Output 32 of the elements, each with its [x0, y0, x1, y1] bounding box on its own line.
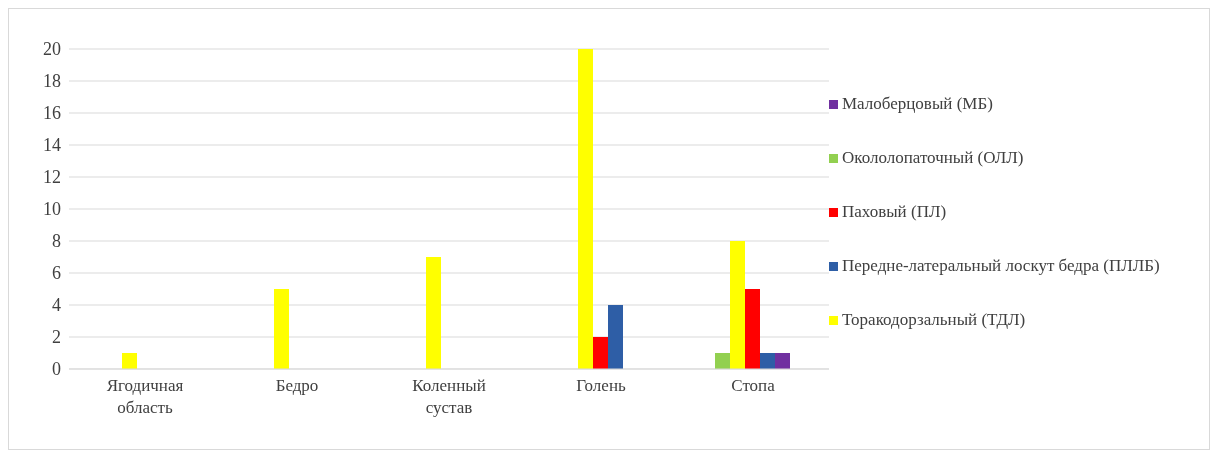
- legend-label: Передне-латеральный лоскут бедра (ПЛЛБ): [842, 256, 1160, 276]
- legend-label: Паховый (ПЛ): [842, 202, 947, 222]
- bar: [745, 289, 760, 369]
- x-tick-label: Ягодичная область: [106, 376, 184, 417]
- y-tick-label: 10: [43, 199, 61, 220]
- x-tick-label: Коленный сустав: [412, 376, 486, 417]
- legend-label: Малоберцовый (МБ): [842, 94, 993, 114]
- y-tick-label: 8: [52, 231, 61, 252]
- y-tick-label: 0: [52, 359, 61, 380]
- bar: [274, 289, 289, 369]
- bar: [122, 353, 137, 369]
- bar: [608, 305, 623, 369]
- legend-label: Окололопаточный (ОЛЛ): [842, 148, 1024, 168]
- bar: [426, 257, 441, 369]
- y-tick-label: 2: [52, 327, 61, 348]
- bar: [593, 337, 608, 369]
- y-tick-label: 14: [43, 135, 61, 156]
- bar: [760, 353, 775, 369]
- y-tick-label: 16: [43, 103, 61, 124]
- x-tick-label: Бедро: [275, 376, 319, 395]
- bar: [715, 353, 730, 369]
- bar: [578, 49, 593, 369]
- legend-label: Торакодорзальный (ТДЛ): [842, 310, 1026, 330]
- y-tick-label: 18: [43, 71, 61, 92]
- y-tick-label: 20: [43, 39, 61, 60]
- y-tick-label: 6: [52, 263, 61, 284]
- bar: [730, 241, 745, 369]
- y-tick-label: 4: [52, 295, 61, 316]
- bar: [775, 353, 790, 369]
- y-tick-label: 12: [43, 167, 61, 188]
- x-tick-label: Стопа: [731, 376, 776, 395]
- x-tick-label: Голень: [576, 376, 626, 395]
